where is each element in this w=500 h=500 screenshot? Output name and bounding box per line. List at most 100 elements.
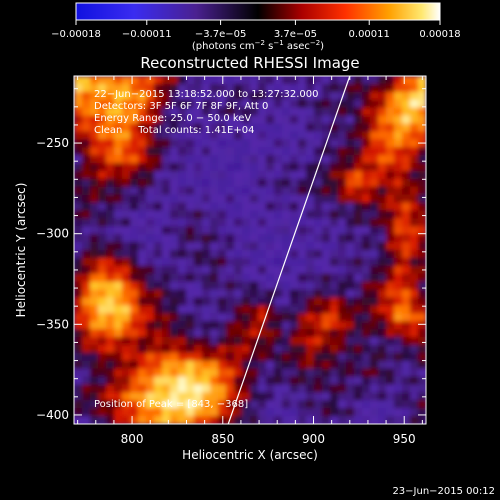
heatmap-cell xyxy=(194,297,203,306)
heatmap-cell xyxy=(338,344,347,354)
heatmap-cell xyxy=(258,194,267,204)
heatmap-cell xyxy=(170,250,179,259)
heatmap-cell xyxy=(210,337,219,346)
heatmap-cell xyxy=(258,305,267,314)
heatmap-cell xyxy=(282,178,291,188)
heatmap-cell xyxy=(362,416,371,424)
heatmap-cell xyxy=(130,123,139,132)
heatmap-cell xyxy=(346,76,355,85)
heatmap-cell xyxy=(370,352,379,362)
heatmap-cell xyxy=(314,226,323,235)
heatmap-cell xyxy=(226,226,235,235)
heatmap-cell xyxy=(322,234,331,243)
heatmap-cell xyxy=(210,352,219,362)
heatmap-cell xyxy=(330,163,339,172)
heatmap-cell xyxy=(274,329,283,338)
heatmap-cell xyxy=(354,202,363,212)
heatmap-cell xyxy=(418,178,426,188)
heatmap-cell xyxy=(146,83,155,93)
heatmap-cell xyxy=(346,305,355,314)
heatmap-cell xyxy=(162,368,171,378)
heatmap-cell xyxy=(194,352,203,362)
heatmap-cell xyxy=(138,400,147,409)
heatmap-cell xyxy=(250,83,259,93)
heatmap-cell xyxy=(90,416,99,424)
heatmap-cell xyxy=(346,139,355,148)
heatmap-cell xyxy=(242,76,251,85)
heatmap-cell xyxy=(274,186,283,196)
heatmap-cell xyxy=(74,210,83,219)
heatmap-cell xyxy=(410,321,419,330)
heatmap-cell xyxy=(90,376,99,386)
heatmap-cell xyxy=(146,131,155,140)
heatmap-cell xyxy=(202,392,211,401)
heatmap-cell xyxy=(354,384,363,393)
heatmap-cell xyxy=(82,202,91,212)
heatmap-cell xyxy=(122,289,131,299)
heatmap-cell xyxy=(370,329,379,338)
heatmap-cell xyxy=(346,250,355,259)
heatmap-cell xyxy=(402,360,411,370)
heatmap-cell xyxy=(122,321,131,330)
heatmap-cell xyxy=(274,194,283,204)
heatmap-cell xyxy=(106,281,115,291)
heatmap-cell xyxy=(130,218,139,227)
heatmap-cell xyxy=(290,392,299,401)
heatmap-cell xyxy=(162,210,171,219)
heatmap-cell xyxy=(338,313,347,322)
heatmap-cell xyxy=(266,91,275,101)
heatmap-cell xyxy=(290,83,299,93)
heatmap-cell xyxy=(218,202,227,212)
heatmap-cell xyxy=(178,273,187,283)
heatmap-cell xyxy=(170,360,179,370)
heatmap-cell xyxy=(282,139,291,148)
heatmap-cell xyxy=(354,313,363,322)
heatmap-cell xyxy=(122,305,131,314)
heatmap-cell xyxy=(346,344,355,354)
heatmap-cell xyxy=(394,91,403,101)
heatmap-cell xyxy=(122,226,131,235)
heatmap-cell xyxy=(178,289,187,299)
heatmap-cell xyxy=(194,76,203,85)
heatmap-cell xyxy=(354,352,363,362)
heatmap-cell xyxy=(362,115,371,125)
heatmap-cell xyxy=(378,186,387,196)
heatmap-cell xyxy=(162,408,171,417)
heatmap-cell xyxy=(82,226,91,235)
heatmap-cell xyxy=(186,234,195,243)
heatmap-cell xyxy=(378,344,387,354)
heatmap-cell xyxy=(386,123,395,132)
heatmap-cell xyxy=(378,115,387,125)
heatmap-cell xyxy=(410,289,419,299)
heatmap-cell xyxy=(250,147,259,156)
heatmap-cell xyxy=(306,337,315,346)
heatmap-cell xyxy=(410,273,419,283)
heatmap-cell xyxy=(266,170,275,180)
heatmap-cell xyxy=(226,99,235,109)
heatmap-cell xyxy=(90,408,99,417)
heatmap-cell xyxy=(346,194,355,204)
heatmap-cell xyxy=(410,107,419,117)
heatmap-cell xyxy=(258,344,267,354)
heatmap-cell xyxy=(178,139,187,148)
heatmap-cell xyxy=(210,313,219,322)
heatmap-cell xyxy=(298,400,307,409)
heatmap-cell xyxy=(138,139,147,148)
heatmap-cell xyxy=(138,163,147,172)
heatmap-cell xyxy=(266,408,275,417)
heatmap-cell xyxy=(346,210,355,219)
heatmap-cell xyxy=(242,384,251,393)
heatmap-cell xyxy=(154,163,163,172)
heatmap-cell xyxy=(170,352,179,362)
heatmap-cell xyxy=(162,297,171,306)
heatmap-cell xyxy=(122,91,131,101)
heatmap-cell xyxy=(298,352,307,362)
heatmap-cell xyxy=(186,257,195,267)
heatmap-cell xyxy=(146,178,155,188)
heatmap-cell xyxy=(362,408,371,417)
heatmap-cell xyxy=(290,305,299,314)
heatmap-cell xyxy=(378,416,387,424)
heatmap-cell xyxy=(138,234,147,243)
heatmap-cell xyxy=(82,99,91,109)
heatmap-cell xyxy=(346,360,355,370)
